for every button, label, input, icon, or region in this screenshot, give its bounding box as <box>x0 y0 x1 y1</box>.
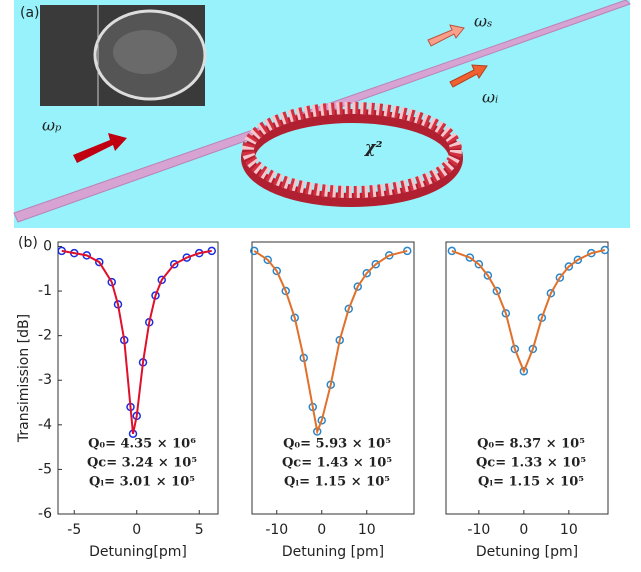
q-annotation: Q₀= 8.37 × 10⁵ <box>477 437 585 452</box>
y-tick-label: -6 <box>38 506 52 522</box>
inset-center <box>113 30 177 74</box>
data-point <box>371 260 380 269</box>
data-point <box>555 273 565 282</box>
data-point <box>170 260 179 269</box>
data-point <box>483 271 493 280</box>
x-tick-label: 10 <box>560 522 578 538</box>
q-annotation: Qc= 3.24 × 10⁵ <box>87 456 197 471</box>
plot-frame <box>57 241 219 515</box>
x-tick-label: -10 <box>467 522 490 538</box>
q-annotation: Qₗ= 1.15 × 10⁵ <box>478 475 584 490</box>
fit-line <box>61 249 212 434</box>
q-annotation: Q₀= 4.35 × 10⁶ <box>88 437 196 452</box>
x-tick-label: 10 <box>358 522 376 538</box>
fit-line <box>451 249 606 374</box>
y-tick-label: -2 <box>38 328 52 344</box>
q-annotation: Qₗ= 3.01 × 10⁵ <box>89 475 195 490</box>
idler-label: ωᵢ <box>482 88 498 107</box>
signal-arrow <box>427 24 465 47</box>
pump-arrow <box>73 133 127 163</box>
pump-label: ωₚ <box>42 116 62 135</box>
x-tick-label: -10 <box>265 522 288 538</box>
data-point <box>573 255 583 265</box>
q-annotation: Qₗ= 1.15 × 10⁵ <box>284 475 390 490</box>
data-point <box>474 260 484 269</box>
data-point <box>447 246 457 256</box>
data-point <box>519 367 529 376</box>
panel-label: (a) <box>20 5 40 21</box>
data-point <box>95 257 104 267</box>
x-axis-label: Detuning[pm] <box>89 544 187 560</box>
x-axis-label: Detuning [pm] <box>476 544 578 560</box>
y-tick-label: -3 <box>38 372 52 388</box>
data-point <box>157 275 166 285</box>
data-point <box>353 282 362 291</box>
y-tick-label: -1 <box>38 283 52 299</box>
signal-label: ωₛ <box>474 12 492 31</box>
ring <box>242 102 462 198</box>
data-point <box>281 286 290 296</box>
y-tick-label: 0 <box>43 238 52 254</box>
q-annotation: Q₀= 5.93 × 10⁵ <box>283 437 391 452</box>
data-point <box>362 268 371 278</box>
y-tick-label: -5 <box>38 461 52 477</box>
data-point <box>492 286 502 296</box>
data-point <box>465 253 475 262</box>
chi-label: χ² <box>364 138 383 157</box>
x-tick-label: 5 <box>195 522 204 538</box>
plot-frame <box>445 241 609 515</box>
data-point <box>546 289 556 298</box>
idler-arrow <box>449 64 488 88</box>
panel-label: (b) <box>18 235 38 251</box>
x-axis-label: Detuning [pm] <box>282 544 384 560</box>
x-tick-label: 0 <box>317 522 326 538</box>
x-tick-label: -5 <box>67 522 81 538</box>
x-tick-label: 0 <box>132 522 141 538</box>
x-tick-label: 0 <box>519 522 528 538</box>
q-annotation: Qc= 1.33 × 10⁵ <box>476 456 586 471</box>
data-point <box>263 255 272 265</box>
data-point <box>250 246 259 256</box>
data-point <box>272 266 281 276</box>
y-tick-label: -4 <box>38 417 52 433</box>
data-point <box>182 253 191 262</box>
q-annotation: Qc= 1.43 × 10⁵ <box>282 456 392 471</box>
y-axis-label: Transimission [dB] <box>16 314 32 443</box>
data-point <box>564 262 574 271</box>
fit-line <box>253 249 408 436</box>
